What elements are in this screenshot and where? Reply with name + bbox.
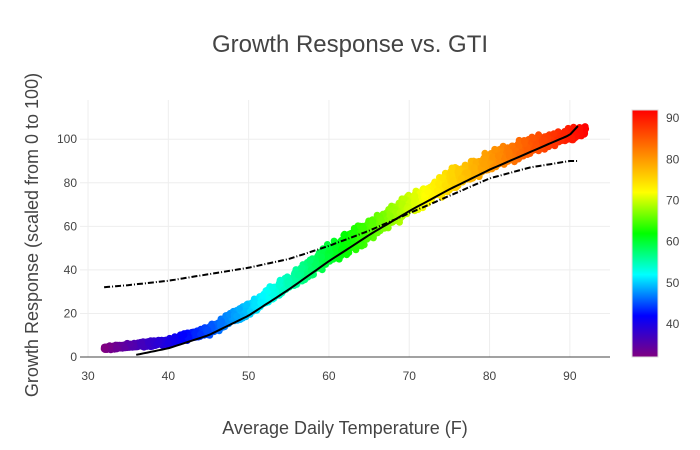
grid [80,100,610,357]
x-tick-label: 60 [322,369,336,383]
data-point [311,260,319,268]
y-axis-title: Growth Response (scaled from 0 to 100) [22,73,42,397]
data-point [491,145,499,153]
data-point [339,244,347,252]
data-point [424,188,432,196]
data-point [343,251,351,259]
data-point [494,152,502,160]
x-tick-label: 50 [242,369,256,383]
y-tick-label: 20 [64,306,78,320]
data-point [243,301,251,309]
data-point [352,246,360,254]
data-point [489,153,497,161]
colorbar-tick-label: 40 [666,317,680,331]
data-point [520,137,528,144]
data-point [276,276,284,284]
colorbar-tick-label: 60 [666,235,680,249]
data-point [259,292,267,299]
x-tick-label: 40 [162,369,176,383]
data-point [180,331,188,339]
data-point [233,312,241,320]
data-point [306,257,314,265]
data-point [448,164,456,172]
data-point [252,299,260,307]
data-point [411,192,419,200]
x-tick-label: 80 [483,369,497,383]
data-point [540,136,548,144]
data-point [113,344,121,352]
x-ticks: 30 40 50 60 70 80 90 [81,369,576,383]
data-point [359,224,367,232]
fit-curve-solid [136,125,579,356]
data-point [344,239,352,247]
data-point [204,326,212,334]
x-tick-label: 90 [563,369,577,383]
x-tick-label: 30 [81,369,95,383]
data-point [369,217,377,225]
data-point [235,305,243,313]
fit-curves [103,125,579,356]
colorbar: 40 50 60 70 80 90 [631,109,680,358]
data-point [470,164,478,172]
colorbar-gradient [631,109,659,358]
chart-title: Growth Response vs. GTI [212,31,488,58]
colorbar-ticks: 40 50 60 70 80 90 [666,111,680,331]
data-point [298,264,306,272]
x-tick-label: 70 [403,369,417,383]
y-ticks: 0 20 40 60 80 100 [57,132,77,364]
data-point [449,176,457,184]
colorbar-tick-label: 90 [666,111,680,125]
data-point [335,255,343,263]
y-tick-label: 100 [57,132,77,146]
data-point [284,280,292,288]
data-point [438,174,446,182]
data-point [550,130,558,138]
data-point [480,160,488,168]
data-point [561,128,569,135]
data-point [155,337,163,345]
data-point [576,126,584,134]
data-point [294,271,302,279]
data-point [324,253,331,261]
x-axis-title: Average Daily Temperature (F) [222,418,467,438]
data-point [126,340,134,348]
data-point [318,253,326,261]
data-point [121,344,129,352]
y-tick-label: 40 [64,263,78,277]
data-point [457,174,465,182]
data-point [268,284,276,292]
data-point [101,343,109,351]
data-point [164,339,172,347]
colorbar-tick-label: 50 [666,276,680,290]
data-point [463,169,471,177]
data-point [386,212,394,220]
data-point [410,199,418,207]
fit-curve-dashdot [103,160,578,289]
y-tick-label: 0 [70,350,77,364]
data-point [551,142,559,150]
y-tick-label: 80 [64,176,78,190]
colorbar-tick-label: 80 [666,152,680,166]
data-point [505,152,513,160]
data-point [257,299,265,307]
data-point [138,342,146,350]
y-tick-label: 60 [64,219,78,233]
data-point [472,158,480,166]
data-point [377,217,385,225]
colorbar-tick-label: 70 [666,194,680,208]
data-point [529,134,537,142]
data-point [398,200,406,208]
data-point [433,187,441,195]
data-point [217,319,225,327]
data-point [197,330,204,338]
data-point [435,180,442,187]
data-point [269,292,277,300]
